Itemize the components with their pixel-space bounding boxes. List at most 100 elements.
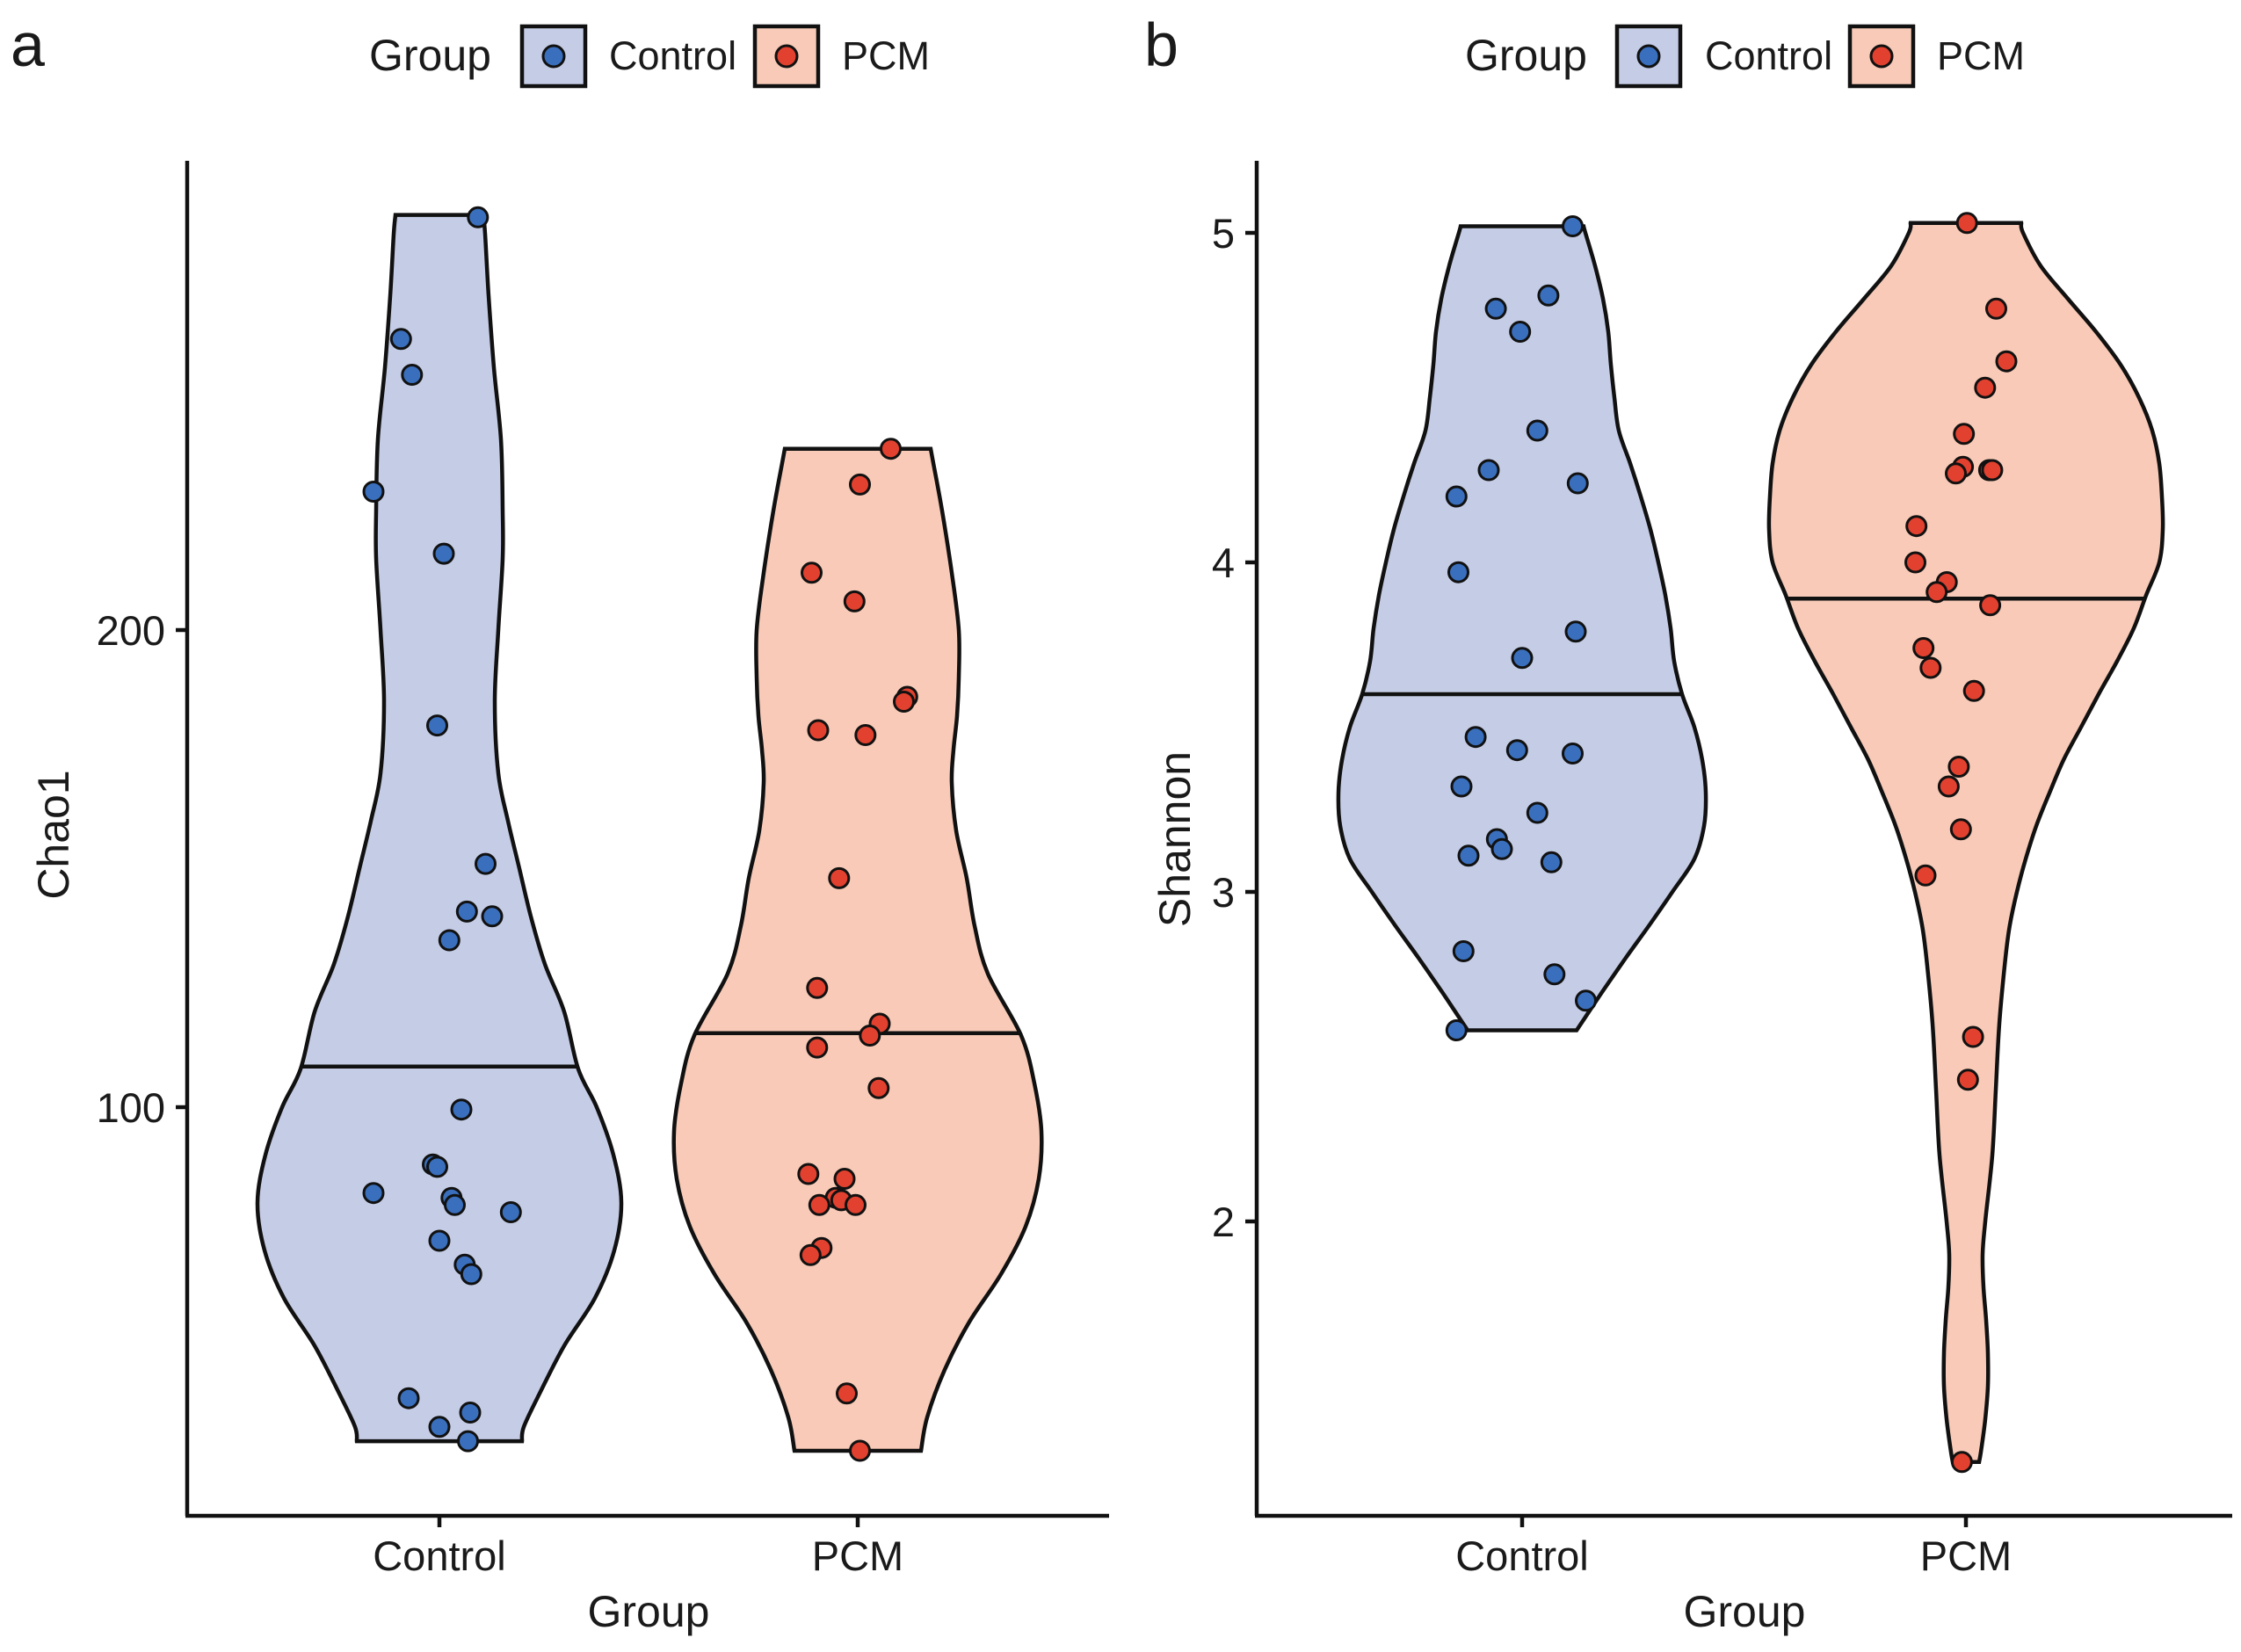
panel-b-point-control — [1452, 940, 1475, 962]
panel-b-point-control — [1490, 837, 1513, 860]
panel-b-point-control — [1543, 963, 1566, 986]
panel-a-legend-label-control: Control — [609, 33, 736, 78]
panel-b-point-control — [1540, 851, 1563, 873]
panel-b-point-control — [1575, 989, 1597, 1012]
panel-b-point-pcm — [1912, 637, 1935, 659]
panel-b-legend-key-control — [1614, 24, 1683, 89]
panel-a-point-pcm — [799, 1243, 822, 1266]
panel-b-point-pcm — [1981, 459, 2004, 482]
panel-a-point-pcm — [836, 1382, 858, 1405]
panel-b-legend: Group Control PCM — [1465, 24, 2025, 89]
panel-b-point-pcm — [1995, 350, 2018, 373]
panel-b-violin-pcm — [1766, 221, 2165, 1465]
panel-a-point-control — [460, 1263, 482, 1286]
panel-a-y-tick-label: 200 — [97, 607, 165, 654]
panel-a-point-pcm — [880, 438, 902, 460]
panel-a-point-control — [362, 481, 385, 503]
panel-a-legend-marker-control — [541, 44, 566, 69]
panel-a-legend-title: Group — [369, 31, 491, 80]
panel-b-point-pcm — [1962, 1025, 1984, 1048]
panel-a-point-pcm — [843, 590, 866, 612]
panel-b-point-control — [1526, 419, 1548, 442]
panel-a-point-control — [481, 905, 504, 928]
panel-b-point-pcm — [1974, 376, 1997, 399]
panel-b-y-tick-label: 4 — [1212, 540, 1235, 586]
panel-b-point-pcm — [1905, 515, 1928, 538]
panel-b-x-tick-label-pcm: PCM — [1920, 1532, 2012, 1579]
panel-a-point-control — [499, 1201, 522, 1223]
panel-b-point-control — [1562, 743, 1584, 764]
panel-a-point-control — [438, 929, 461, 952]
panel-a: a Group Control PCM 100 200 Control — [11, 11, 1109, 1636]
panel-a-violins — [255, 213, 1044, 1453]
panel-b-legend-marker-control — [1636, 44, 1661, 69]
panel-a-point-pcm — [845, 1193, 867, 1216]
panel-a-point-pcm — [828, 866, 851, 889]
panel-b-point-pcm — [1945, 462, 1967, 485]
panel-a-violin-control — [255, 213, 624, 1444]
panel-a-axes: 100 200 Control PCM Group Chao1 — [29, 161, 1109, 1636]
panel-a-point-control — [450, 1098, 473, 1121]
panel-b-point-control — [1562, 215, 1584, 237]
panel-b-point-control — [1537, 284, 1560, 307]
panel-b-point-pcm — [1904, 551, 1926, 574]
panel-b-violins — [1336, 221, 2165, 1465]
panel-b-axes: 2 3 4 5 Control PCM Group Shannon — [1150, 161, 2232, 1636]
panel-b-point-control — [1505, 739, 1528, 762]
panel-a-legend-label-pcm: PCM — [842, 33, 930, 78]
panel-b-point-control — [1564, 620, 1587, 643]
panel-a-point-control — [432, 542, 455, 565]
panel-a-point-control — [362, 1182, 385, 1205]
panel-a-point-control — [428, 1416, 451, 1438]
panel-a-y-tick-label: 100 — [97, 1084, 165, 1131]
panel-a-point-pcm — [859, 1025, 881, 1047]
panel-b-violin-control — [1336, 224, 1708, 1032]
panel-b-y-tick-label: 3 — [1212, 869, 1235, 916]
panel-b-point-control — [1445, 1019, 1468, 1041]
panel-a-point-control — [475, 852, 497, 875]
panel-a-point-pcm — [797, 1163, 820, 1185]
panel-a-point-control — [426, 1156, 448, 1178]
panel-a-y-axis-title: Chao1 — [29, 770, 78, 899]
panel-b-point-pcm — [1949, 818, 1972, 841]
panel-b-point-pcm — [1979, 594, 2002, 617]
panel-a-x-axis-title: Group — [588, 1587, 710, 1636]
panel-a-point-control — [457, 1430, 479, 1453]
panel-b-y-axis-title: Shannon — [1150, 751, 1200, 927]
panel-a-x-tick-label-pcm: PCM — [812, 1532, 903, 1579]
panel-b-y-tick-label: 2 — [1212, 1199, 1235, 1245]
panel-a-x-tick-label-control: Control — [373, 1532, 506, 1579]
panel-b-point-pcm — [1926, 581, 1948, 604]
panel-a-violin-pcm — [671, 446, 1044, 1453]
panel-a-point-pcm — [833, 1168, 856, 1190]
panel-a-legend-key-control — [519, 24, 588, 89]
panel-b-point-control — [1509, 321, 1532, 343]
panel-b-x-tick-label-control: Control — [1455, 1532, 1589, 1579]
panel-a-point-pcm — [849, 473, 871, 496]
panel-b-point-pcm — [1962, 679, 1985, 702]
panel-a-point-control — [467, 206, 490, 228]
panel-b-point-pcm — [1985, 297, 2007, 320]
panel-b-point-control — [1477, 459, 1500, 482]
panel-a-point-pcm — [808, 1193, 830, 1216]
panel-b-point-control — [1526, 801, 1548, 824]
panel-a-point-control — [389, 328, 412, 351]
panel-b-point-pcm — [1950, 1451, 1973, 1474]
panel-b-point-control — [1450, 775, 1473, 798]
panel-b-point-pcm — [1919, 656, 1942, 679]
panel-a-legend-marker-pcm — [774, 44, 799, 69]
panel-b-legend-marker-pcm — [1869, 44, 1894, 69]
panel-a-point-pcm — [893, 691, 915, 713]
panel-b-point-pcm — [1914, 864, 1937, 887]
panel-b-point-control — [1484, 297, 1507, 320]
panel-a-point-pcm — [854, 724, 877, 746]
panel-a-points — [362, 206, 918, 1462]
panel-b-point-control — [1566, 472, 1589, 495]
panel-a-legend: Group Control PCM — [369, 24, 930, 89]
panel-a-point-pcm — [806, 976, 829, 999]
panel-b-point-pcm — [1937, 775, 1960, 798]
panel-b-letter: b — [1144, 11, 1179, 79]
panel-a-letter: a — [11, 11, 45, 79]
panel-b-point-control — [1457, 844, 1480, 867]
panel-b-legend-key-pcm — [1847, 24, 1916, 89]
